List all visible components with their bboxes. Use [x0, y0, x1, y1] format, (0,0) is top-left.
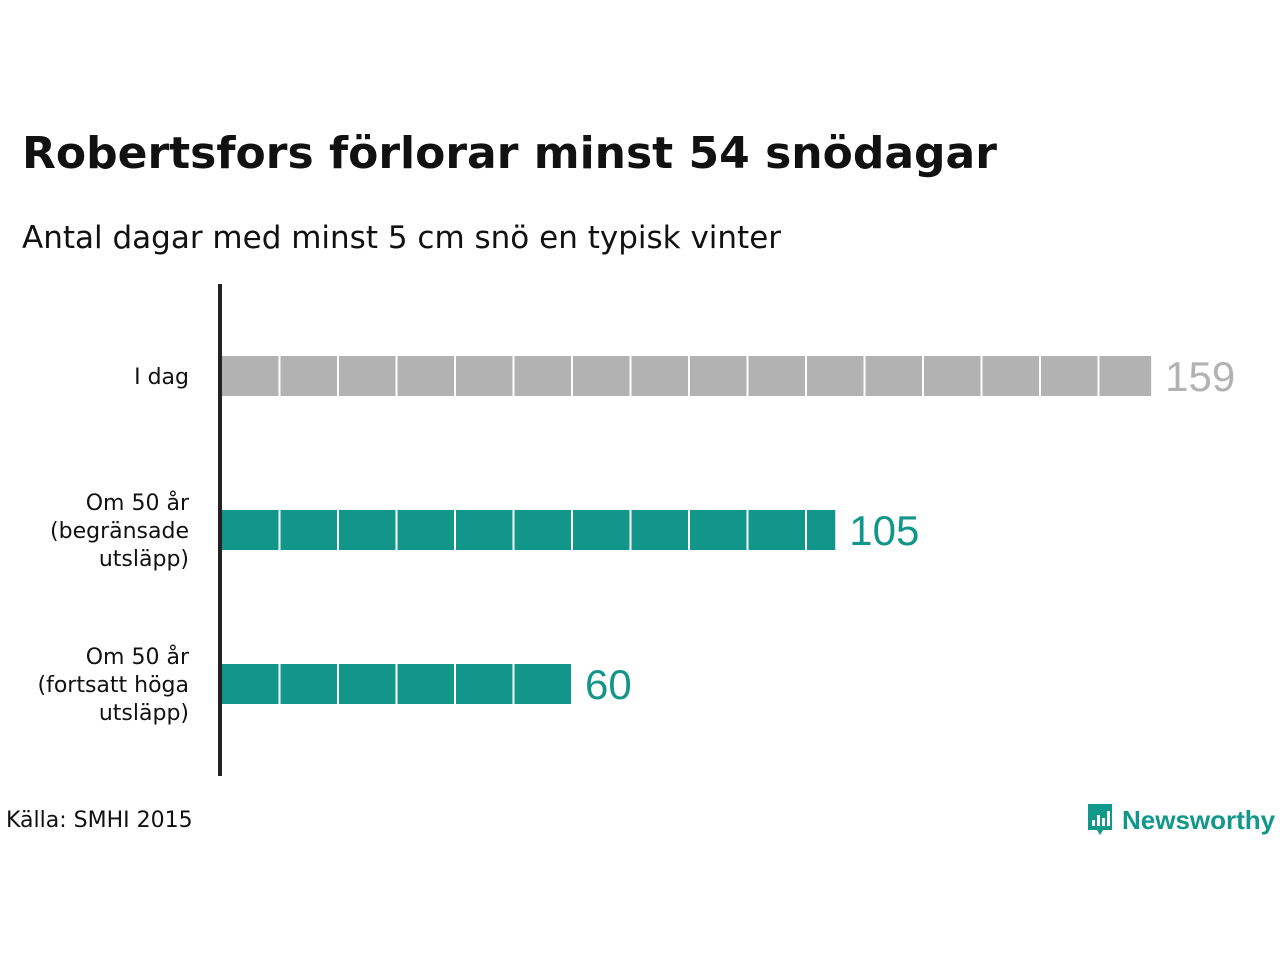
bar-block — [748, 510, 805, 550]
bar-block — [982, 356, 1039, 396]
newsworthy-logo-icon — [1088, 804, 1112, 835]
bar-block — [222, 510, 279, 550]
bar-block — [397, 664, 454, 704]
chart-title: Robertsfors förlorar minst 54 snödagar — [22, 128, 997, 179]
bar-block — [631, 510, 688, 550]
bar-value-label: 105 — [849, 507, 919, 554]
bar-block — [456, 356, 513, 396]
bar-value-label: 159 — [1165, 353, 1235, 400]
bar-block — [280, 356, 337, 396]
bar-block — [690, 356, 747, 396]
source-note: Källa: SMHI 2015 — [6, 808, 193, 833]
bar-block — [807, 510, 836, 550]
bar-block — [573, 356, 630, 396]
category-label: Om 50 år — [86, 644, 190, 670]
bar-block — [690, 510, 747, 550]
bar-block — [1041, 356, 1098, 396]
bar-block — [280, 664, 337, 704]
bar-block — [748, 356, 805, 396]
bar-block — [514, 356, 571, 396]
bar-block — [456, 510, 513, 550]
bar-block — [1099, 356, 1152, 396]
bar-block — [514, 664, 571, 704]
brand-logo[interactable]: Newsworthy — [1086, 802, 1275, 838]
bar-block — [339, 356, 396, 396]
bar-block — [807, 356, 864, 396]
bar-block — [456, 664, 513, 704]
bar-block — [397, 510, 454, 550]
category-label: (begränsade — [50, 519, 189, 544]
category-label: utsläpp) — [99, 701, 189, 726]
category-label: I dag — [134, 365, 189, 390]
category-label: Om 50 år — [86, 490, 190, 516]
bar-block — [573, 510, 630, 550]
bar-block — [631, 356, 688, 396]
category-label: utsläpp) — [99, 547, 189, 572]
bar-block — [222, 356, 279, 396]
brand-name: Newsworthy — [1122, 804, 1276, 835]
bar-block — [924, 356, 981, 396]
category-label: (fortsatt höga — [38, 673, 190, 698]
bar-block — [865, 356, 922, 396]
bar-block — [222, 664, 279, 704]
bar-block — [339, 664, 396, 704]
bar-block — [397, 356, 454, 396]
bar-block — [339, 510, 396, 550]
chart-subtitle: Antal dagar med minst 5 cm snö en typisk… — [22, 220, 782, 256]
bar-value-label: 60 — [585, 661, 632, 708]
bar-block — [514, 510, 571, 550]
bar-block — [280, 510, 337, 550]
